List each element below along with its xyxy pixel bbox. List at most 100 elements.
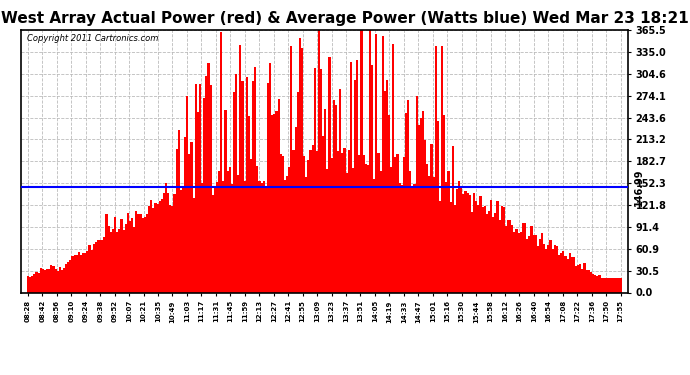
Bar <box>265 186 267 292</box>
Bar <box>133 227 135 292</box>
Bar <box>335 105 337 292</box>
Bar <box>422 111 424 292</box>
Bar <box>390 167 393 292</box>
Bar <box>615 278 618 292</box>
Bar <box>352 168 354 292</box>
Bar <box>581 268 584 292</box>
Bar <box>358 155 360 292</box>
Bar <box>322 136 324 292</box>
Bar <box>101 240 104 292</box>
Bar <box>375 34 377 292</box>
Bar <box>135 211 137 292</box>
Bar <box>271 115 273 292</box>
Bar <box>428 176 431 292</box>
Bar <box>106 213 108 292</box>
Bar <box>477 204 480 292</box>
Bar <box>342 153 344 292</box>
Bar <box>439 201 441 292</box>
Bar <box>197 112 199 292</box>
Bar <box>27 276 29 292</box>
Bar <box>584 263 586 292</box>
Bar <box>575 266 577 292</box>
Bar <box>250 159 252 292</box>
Bar <box>515 230 518 292</box>
Bar <box>193 198 195 292</box>
Bar <box>454 205 456 292</box>
Bar <box>235 74 237 292</box>
Bar <box>212 195 214 292</box>
Bar <box>602 278 605 292</box>
Bar <box>480 196 482 292</box>
Bar <box>448 171 450 292</box>
Bar <box>328 57 331 292</box>
Bar <box>230 184 233 292</box>
Bar <box>157 204 159 292</box>
Bar <box>137 214 139 292</box>
Bar <box>371 65 373 292</box>
Bar <box>522 223 524 292</box>
Bar <box>405 113 407 292</box>
Bar <box>35 272 37 292</box>
Bar <box>88 244 90 292</box>
Bar <box>127 213 129 292</box>
Bar <box>144 217 146 292</box>
Bar <box>460 188 462 292</box>
Bar <box>556 246 558 292</box>
Bar <box>263 181 265 292</box>
Bar <box>208 63 210 292</box>
Bar <box>369 30 371 292</box>
Bar <box>426 164 428 292</box>
Bar <box>620 278 622 292</box>
Bar <box>377 153 380 292</box>
Bar <box>46 269 48 292</box>
Bar <box>571 257 573 292</box>
Bar <box>239 45 241 292</box>
Text: West Array Actual Power (red) & Average Power (Watts blue) Wed Mar 23 18:21: West Array Actual Power (red) & Average … <box>1 11 689 26</box>
Bar <box>333 100 335 292</box>
Bar <box>303 156 305 292</box>
Bar <box>108 226 110 292</box>
Bar <box>415 96 418 292</box>
Bar <box>594 274 596 292</box>
Bar <box>350 62 352 292</box>
Bar <box>553 245 556 292</box>
Bar <box>226 171 229 292</box>
Bar <box>284 180 286 292</box>
Bar <box>248 116 250 292</box>
Bar <box>180 189 182 292</box>
Bar <box>551 249 554 292</box>
Bar <box>99 240 101 292</box>
Bar <box>466 193 469 292</box>
Bar <box>155 203 157 292</box>
Bar <box>437 120 439 292</box>
Bar <box>141 218 144 292</box>
Bar <box>199 84 201 292</box>
Bar <box>362 154 365 292</box>
Bar <box>569 253 571 292</box>
Bar <box>72 256 74 292</box>
Bar <box>190 142 193 292</box>
Bar <box>29 277 31 292</box>
Bar <box>618 278 620 292</box>
Bar <box>539 240 541 292</box>
Bar <box>31 276 33 292</box>
Bar <box>326 169 328 292</box>
Bar <box>445 182 448 292</box>
Bar <box>456 189 458 292</box>
Bar <box>277 99 279 292</box>
Bar <box>356 60 358 292</box>
Bar <box>52 267 55 292</box>
Bar <box>513 232 515 292</box>
Bar <box>210 86 212 292</box>
Bar <box>558 255 560 292</box>
Bar <box>261 183 263 292</box>
Bar <box>129 221 131 292</box>
Bar <box>254 67 257 292</box>
Bar <box>520 232 522 292</box>
Bar <box>120 219 123 292</box>
Bar <box>286 176 288 292</box>
Bar <box>131 218 133 292</box>
Bar <box>216 182 218 292</box>
Bar <box>112 229 114 292</box>
Bar <box>41 269 44 292</box>
